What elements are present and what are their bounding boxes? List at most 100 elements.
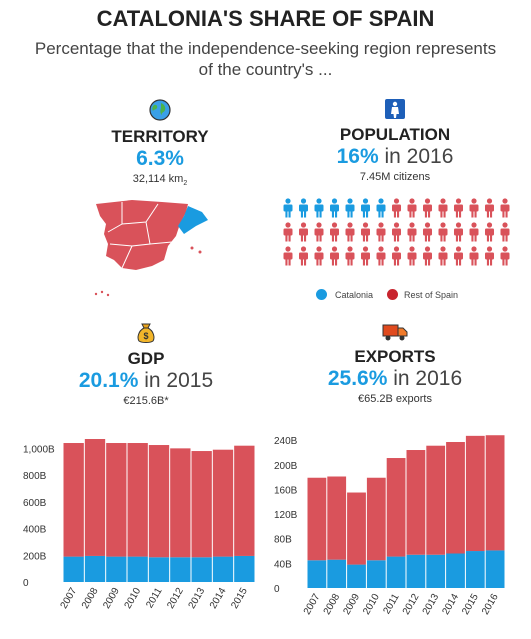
person-figure-rest <box>500 198 510 218</box>
svg-text:$: $ <box>143 331 148 341</box>
y-tick-label: 40B <box>274 559 292 570</box>
x-tick-label: 2011 <box>381 592 401 617</box>
bar-segment-rest <box>307 477 327 561</box>
person-figure-rest <box>485 198 494 218</box>
page-subtitle: Percentage that the independence-seeking… <box>34 39 497 79</box>
x-tick-label: 2008 <box>322 592 343 617</box>
person-figure-rest <box>438 246 448 266</box>
exports-section: EXPORTS 25.6% in 2016 €65.2B exports <box>295 322 495 405</box>
x-tick-label: 2010 <box>123 586 144 611</box>
exports-detail: €65.2B exports <box>358 393 432 405</box>
legend-label-catalonia: Catalonia <box>335 289 374 300</box>
bar-segment-rest <box>84 439 106 556</box>
bar-segment-rest <box>406 450 426 555</box>
y-tick-label: 80B <box>274 535 292 546</box>
person-figure-rest <box>485 222 494 242</box>
person-figure-rest <box>330 222 339 242</box>
population-value: 16% <box>336 145 379 168</box>
exports-value-line: 25.6% in 2016 <box>295 367 495 391</box>
person-figure-rest <box>392 198 401 218</box>
person-figure-rest <box>469 246 479 266</box>
x-tick-label: 2016 <box>480 592 501 617</box>
y-tick-label: 0 <box>23 578 29 589</box>
territory-detail: 32,114 km <box>132 173 184 185</box>
person-figure-rest <box>376 222 386 242</box>
bar-segment-catalonia <box>327 559 347 588</box>
x-tick-label: 2008 <box>80 586 101 611</box>
bar-segment-catalonia <box>191 557 212 582</box>
x-tick-label: 2013 <box>187 586 208 611</box>
y-tick-label: 160B <box>274 485 298 496</box>
person-figure-rest <box>407 198 417 218</box>
person-figure-rest <box>283 222 293 242</box>
exports-heading: EXPORTS <box>354 347 436 366</box>
person-figure-catalonia <box>299 198 308 218</box>
person-figure-rest <box>500 222 510 242</box>
bar-segment-catalonia <box>485 550 505 588</box>
y-tick-label: 0 <box>274 584 280 595</box>
x-tick-label: 2015 <box>229 586 250 611</box>
y-tick-label: 200B <box>274 461 298 472</box>
x-tick-label: 2013 <box>421 592 442 617</box>
territory-value-line: 6.3% <box>60 147 260 171</box>
population-suffix: in 2016 <box>378 145 454 168</box>
y-tick-label: 200B <box>23 551 47 562</box>
person-figure-catalonia <box>376 198 386 218</box>
spain-map <box>94 200 208 297</box>
bar-segment-catalonia <box>446 553 465 588</box>
bar-segment-rest <box>170 448 191 558</box>
y-tick-label: 600B <box>23 498 47 509</box>
person-figure-rest <box>454 246 463 266</box>
x-tick-label: 2009 <box>101 586 122 611</box>
person-figure-rest <box>392 246 401 266</box>
person-figure-rest <box>314 222 324 242</box>
bar-segment-catalonia <box>63 556 84 582</box>
person-figure-rest <box>438 222 448 242</box>
exports-value: 25.6% <box>327 367 388 390</box>
y-tick-label: 400B <box>23 525 47 536</box>
bar-segment-catalonia <box>406 554 426 588</box>
person-figure-rest <box>299 222 308 242</box>
bar-segment-rest <box>212 449 234 557</box>
person-figure-rest <box>454 198 463 218</box>
person-figure-rest <box>314 246 324 266</box>
x-tick-label: 2012 <box>165 586 186 611</box>
x-tick-label: 2011 <box>144 586 164 611</box>
population-section: POPULATION 16% in 2016 7.45M citizens <box>295 98 495 183</box>
bar-segment-catalonia <box>347 564 366 588</box>
person-figure-rest <box>469 198 479 218</box>
x-tick-label: 2014 <box>440 592 461 617</box>
x-tick-label: 2007 <box>59 586 80 611</box>
bar-segment-rest <box>127 443 148 557</box>
territory-value: 6.3% <box>136 147 184 170</box>
person-figure-rest <box>407 222 417 242</box>
y-tick-label: 240B <box>274 436 298 447</box>
bar-segment-catalonia <box>386 556 406 588</box>
territory-section: TERRITORY 6.3% 32,114 km2 <box>60 98 260 187</box>
x-tick-label: 2015 <box>460 592 481 617</box>
bar-segment-catalonia <box>170 557 191 582</box>
bar-segment-catalonia <box>234 555 255 582</box>
bar-segment-catalonia <box>366 560 386 588</box>
gdp-suffix: in 2015 <box>138 369 214 392</box>
person-figure-rest <box>423 198 432 218</box>
person-figure-rest <box>299 246 308 266</box>
x-tick-label: 2009 <box>341 592 362 617</box>
bar-segment-catalonia <box>148 557 170 582</box>
bar-segment-catalonia <box>106 556 127 582</box>
person-figure-rest <box>438 198 448 218</box>
population-heading: POPULATION <box>339 125 451 144</box>
bar-segment-catalonia <box>127 556 148 582</box>
person-figure-rest <box>469 222 479 242</box>
person-figure-rest <box>392 222 401 242</box>
territory-detail-line: 32,114 km2 <box>60 173 260 187</box>
x-tick-label: 2007 <box>302 592 323 617</box>
gdp-value-line: 20.1% in 2015 <box>46 369 246 393</box>
x-tick-label: 2010 <box>361 592 382 617</box>
bar-segment-rest <box>106 443 127 557</box>
y-tick-label: 120B <box>274 510 298 521</box>
globe-icon <box>148 98 172 127</box>
person-figure-catalonia <box>345 198 355 218</box>
bar-segment-rest <box>426 445 446 555</box>
